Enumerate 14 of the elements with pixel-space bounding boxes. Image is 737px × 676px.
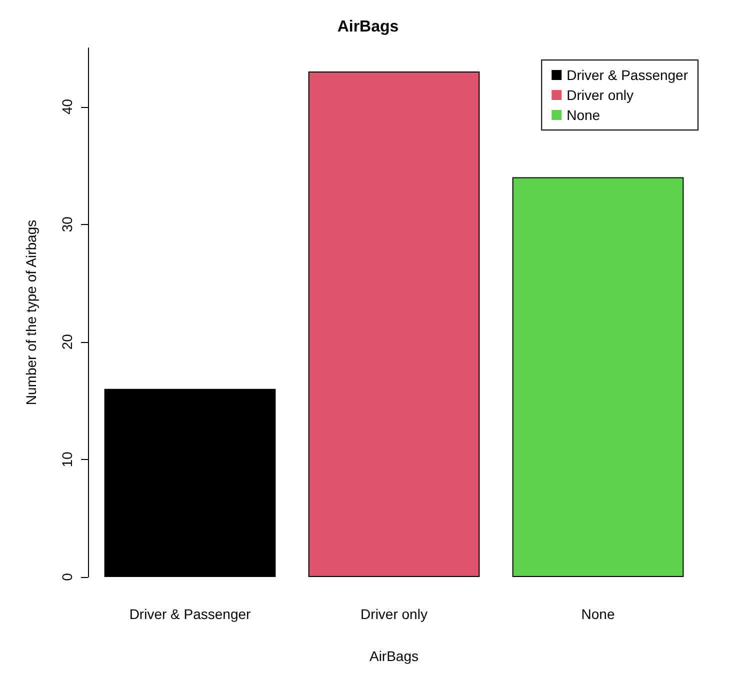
x-axis-title: AirBags: [369, 648, 419, 664]
chart-title: AirBags: [337, 18, 399, 36]
legend-label: None: [566, 107, 600, 123]
y-tick-label: 20: [59, 334, 75, 350]
x-tick-label: Driver only: [360, 606, 428, 622]
y-tick-label: 30: [59, 216, 75, 232]
x-tick-label: None: [581, 606, 615, 622]
y-tick-label: 10: [59, 451, 75, 468]
y-tick-label: 0: [59, 572, 75, 581]
y-tick-label: 40: [59, 98, 75, 115]
legend-label: Driver only: [566, 87, 634, 103]
legend-label: Driver & Passenger: [566, 67, 688, 83]
y-axis-title: Number of the type of Airbags: [23, 220, 39, 406]
x-tick-label: Driver & Passenger: [129, 606, 252, 622]
